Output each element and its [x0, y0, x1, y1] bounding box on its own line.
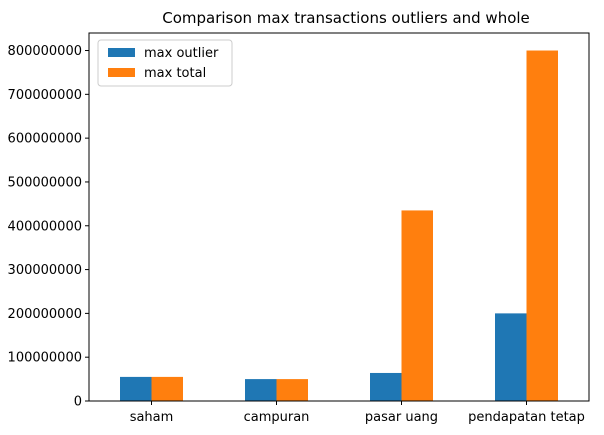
x-tick-label: pasar uang [365, 410, 438, 425]
chart-title: Comparison max transactions outliers and… [162, 9, 530, 27]
legend-swatch [108, 48, 135, 57]
legend-label: max outlier [144, 46, 219, 61]
y-tick-label: 500000000 [8, 175, 82, 190]
y-tick-label: 400000000 [8, 219, 82, 234]
y-tick-label: 700000000 [8, 88, 82, 103]
bar-max-total-saham [151, 376, 183, 401]
bar-max-outlier-campuran [245, 379, 277, 401]
x-tick-label: pendapatan tetap [468, 410, 585, 425]
bar-max-total-pendapatan-tetap [526, 50, 558, 402]
y-tick-label: 100000000 [8, 351, 82, 366]
y-tick-label: 600000000 [8, 132, 82, 147]
x-tick-label: saham [130, 410, 174, 425]
y-tick-label: 800000000 [8, 44, 82, 59]
y-tick-label: 0 [74, 395, 82, 410]
y-tick-label: 300000000 [8, 263, 82, 278]
bar-max-outlier-saham [120, 376, 152, 401]
x-tick-label: campuran [244, 410, 310, 425]
legend-label: max total [144, 66, 206, 81]
legend: max outlier max total [97, 39, 233, 87]
bar-max-outlier-pasar-uang [370, 372, 402, 401]
plot-frame [88, 32, 590, 402]
bar-max-total-campuran [276, 379, 308, 401]
legend-swatch [108, 68, 135, 77]
bar-max-total-pasar-uang [401, 210, 433, 401]
y-tick-label: 200000000 [8, 307, 82, 322]
bar-max-outlier-pendapatan-tetap [495, 313, 527, 401]
